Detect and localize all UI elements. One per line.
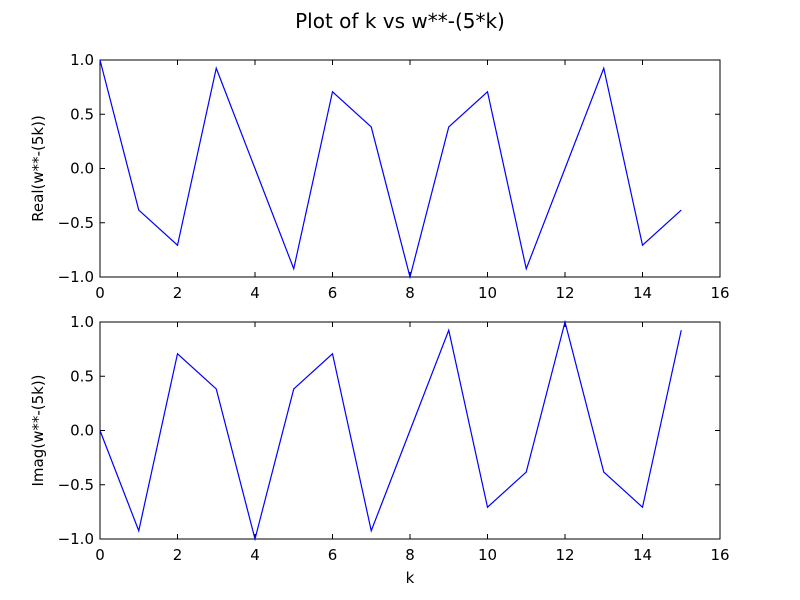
x-tick-label: 10	[478, 546, 497, 564]
x-tick-label: 16	[710, 546, 729, 564]
y-axis-label: Imag(w**-(5k))	[29, 374, 47, 486]
x-tick-label: 4	[250, 284, 260, 302]
x-tick-label: 14	[633, 284, 652, 302]
x-tick-label: 16	[710, 284, 729, 302]
x-tick-label: 12	[555, 546, 574, 564]
x-tick-label: 2	[173, 546, 183, 564]
y-tick-label: 1.0	[70, 51, 94, 69]
real-part-subplot: 0 2 4 6 8 10 12 14 16 −1.0 −0.5 0.0 0.5 1.0 Real(w**-(…	[29, 51, 730, 302]
y-tick-label: 0.5	[70, 105, 94, 123]
series-line	[99, 59, 682, 280]
x-tick-label: 6	[328, 284, 338, 302]
figure-title: Plot of k vs w**-(5*k)	[295, 9, 505, 33]
imag-part-subplot: 0 2 4 6 8 10 12 14 16 −1.0 −0.5 0.0 0.5 1.0 Imag(w**-(…	[29, 313, 730, 587]
x-tick-label: 8	[405, 546, 415, 564]
x-tick-label: 8	[405, 284, 415, 302]
x-tick-label: 0	[95, 546, 105, 564]
y-tick-label: −1.0	[58, 268, 94, 286]
x-tick-label: 10	[478, 284, 497, 302]
y-tick-label: 0.0	[70, 422, 94, 440]
y-tick-label: 0.0	[70, 160, 94, 178]
axes-frame	[99, 59, 721, 278]
x-tick-label: 6	[328, 546, 338, 564]
y-tick-label: −0.5	[58, 476, 94, 494]
x-tick-label: 2	[173, 284, 183, 302]
y-tick-label: −0.5	[58, 214, 94, 232]
x-tick-label: 12	[555, 284, 574, 302]
y-tick-label: −1.0	[58, 530, 94, 548]
x-tick-label: 4	[250, 546, 260, 564]
y-tick-label: 0.5	[70, 367, 94, 385]
y-tick-label: 1.0	[70, 313, 94, 331]
x-tick-label: 14	[633, 546, 652, 564]
x-tick-label: 0	[95, 284, 105, 302]
series-line	[99, 319, 682, 542]
x-axis-label: k	[406, 569, 415, 587]
y-axis-label: Real(w**-(5k))	[29, 115, 47, 222]
